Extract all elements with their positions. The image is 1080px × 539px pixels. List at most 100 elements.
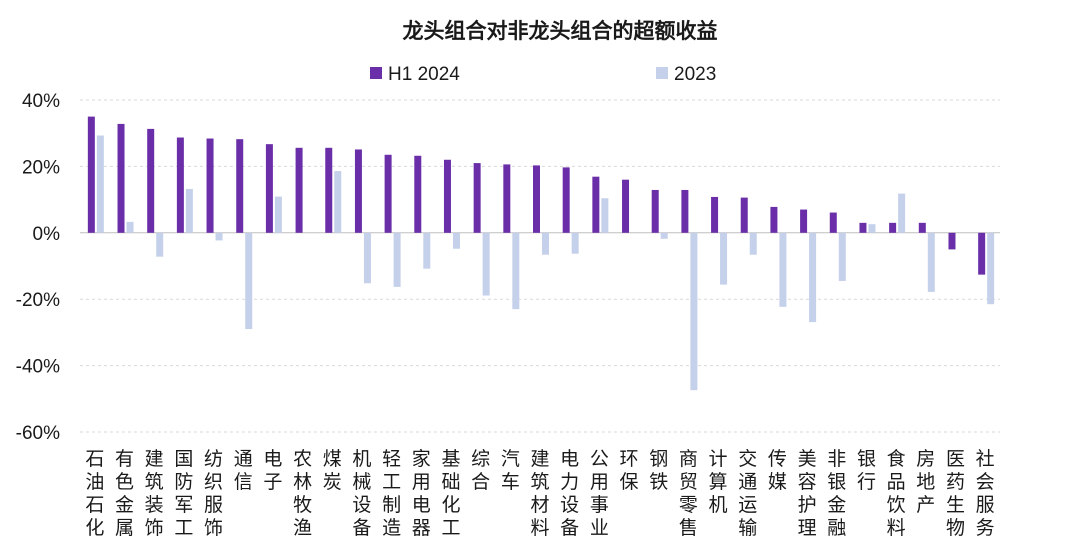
bar-2023 bbox=[215, 232, 223, 241]
bar-h1-2024 bbox=[473, 163, 481, 233]
bar-2023 bbox=[690, 232, 698, 391]
bar-h1-2024 bbox=[117, 123, 125, 233]
bar-h1-2024 bbox=[354, 149, 362, 233]
bar-2023 bbox=[868, 224, 876, 233]
y-axis-ticks: 40% 20% 0% -20% -40% -60% bbox=[16, 91, 60, 444]
chart-title: 龙头组合对非龙头组合的超额收益 bbox=[403, 19, 718, 43]
bar-2023 bbox=[660, 232, 668, 239]
bar-h1-2024 bbox=[236, 139, 244, 233]
x-tick-label: 交通运输 bbox=[738, 448, 757, 539]
bar-h1-2024 bbox=[978, 232, 986, 275]
x-tick-label: 食品饮料 bbox=[887, 448, 906, 539]
bar-h1-2024 bbox=[503, 164, 511, 233]
bar-2023 bbox=[96, 135, 104, 233]
x-tick-label: 轻工制造 bbox=[382, 448, 401, 539]
y-tick-label: -60% bbox=[16, 423, 60, 444]
x-tick-label: 农林牧渔 bbox=[293, 448, 312, 539]
x-tick-label: 建筑装饰 bbox=[145, 448, 164, 539]
x-tick-label: 煤炭 bbox=[323, 448, 342, 493]
legend-label-2023: 2023 bbox=[674, 64, 716, 85]
bar-h1-2024 bbox=[800, 209, 808, 233]
bars bbox=[87, 116, 995, 391]
x-tick-label: 国防军工 bbox=[174, 448, 193, 539]
bar-h1-2024 bbox=[622, 179, 630, 233]
y-tick-label: 40% bbox=[22, 91, 60, 112]
bar-2023 bbox=[423, 232, 431, 269]
bar-h1-2024 bbox=[889, 222, 897, 233]
bar-2023 bbox=[126, 221, 134, 233]
x-tick-label: 家用电器 bbox=[412, 448, 431, 539]
x-tick-label: 商贸零售 bbox=[679, 448, 698, 539]
bar-h1-2024 bbox=[147, 128, 155, 233]
x-tick-label: 综合 bbox=[471, 448, 490, 493]
x-tick-label: 机械设备 bbox=[352, 448, 371, 539]
bar-2023 bbox=[274, 196, 282, 233]
bar-2023 bbox=[720, 232, 728, 285]
bar-h1-2024 bbox=[562, 167, 570, 233]
bar-2023 bbox=[898, 193, 906, 233]
bar-2023 bbox=[334, 171, 342, 233]
bar-2023 bbox=[393, 232, 401, 287]
bar-2023 bbox=[452, 232, 460, 249]
x-tick-label: 美容护理 bbox=[798, 448, 817, 539]
x-tick-label: 公用事业 bbox=[590, 448, 609, 539]
x-tick-label: 医药生物 bbox=[946, 448, 965, 539]
bar-h1-2024 bbox=[295, 147, 303, 233]
bar-h1-2024 bbox=[325, 147, 333, 233]
legend-swatch-h1-2024 bbox=[370, 67, 382, 79]
bar-2023 bbox=[601, 198, 609, 233]
x-tick-label: 社会服务 bbox=[976, 448, 995, 539]
x-axis-labels: 石油石化有色金属建筑装饰国防军工纺织服饰通信电子农林牧渔煤炭机械设备轻工制造家用… bbox=[85, 448, 994, 539]
bar-2023 bbox=[512, 232, 520, 310]
bar-h1-2024 bbox=[87, 116, 95, 233]
bar-h1-2024 bbox=[443, 159, 451, 233]
y-tick-label: 0% bbox=[33, 224, 61, 245]
bar-2023 bbox=[245, 232, 253, 330]
bar-h1-2024 bbox=[681, 189, 689, 233]
bar-h1-2024 bbox=[918, 222, 926, 233]
bar-2023 bbox=[482, 232, 490, 296]
bar-2023 bbox=[779, 232, 787, 307]
x-tick-label: 建筑材料 bbox=[530, 448, 549, 539]
x-tick-label: 有色金属 bbox=[115, 448, 134, 539]
bar-2023 bbox=[927, 232, 935, 292]
legend: H1 2024 2023 bbox=[370, 64, 716, 85]
bar-h1-2024 bbox=[533, 165, 540, 233]
bar-h1-2024 bbox=[384, 154, 392, 233]
bar-h1-2024 bbox=[176, 137, 184, 233]
bar-h1-2024 bbox=[948, 232, 956, 250]
bar-h1-2024 bbox=[651, 189, 659, 233]
y-tick-label: 20% bbox=[22, 157, 60, 178]
legend-label-h1-2024: H1 2024 bbox=[388, 64, 460, 85]
bar-h1-2024 bbox=[592, 176, 600, 233]
bar-2023 bbox=[156, 232, 164, 257]
x-tick-label: 房地产 bbox=[916, 448, 935, 516]
x-tick-label: 计算机 bbox=[709, 448, 728, 516]
y-tick-label: -20% bbox=[16, 290, 60, 311]
bar-h1-2024 bbox=[414, 155, 422, 233]
x-tick-label: 电子 bbox=[263, 448, 282, 493]
x-tick-label: 石油石化 bbox=[85, 448, 104, 539]
bar-h1-2024 bbox=[206, 138, 214, 233]
x-tick-label: 非银金融 bbox=[827, 448, 846, 539]
x-tick-label: 传媒 bbox=[768, 448, 787, 493]
x-tick-label: 纺织服饰 bbox=[204, 448, 223, 539]
gridlines bbox=[80, 99, 1000, 433]
x-tick-label: 银行 bbox=[857, 448, 876, 493]
bar-2023 bbox=[185, 188, 193, 233]
bar-2023 bbox=[987, 232, 995, 305]
bar-2023 bbox=[363, 232, 371, 284]
bar-2023 bbox=[838, 232, 846, 281]
x-tick-label: 通信 bbox=[234, 448, 253, 493]
bar-h1-2024 bbox=[265, 144, 273, 233]
bar-h1-2024 bbox=[829, 212, 837, 233]
x-tick-label: 电力设备 bbox=[560, 448, 579, 539]
x-tick-label: 汽车 bbox=[501, 448, 520, 493]
bar-h1-2024 bbox=[770, 206, 778, 233]
bar-2023 bbox=[749, 232, 757, 255]
x-tick-label: 环保 bbox=[620, 448, 639, 493]
y-tick-label: -40% bbox=[16, 357, 60, 378]
bar-h1-2024 bbox=[859, 222, 867, 233]
